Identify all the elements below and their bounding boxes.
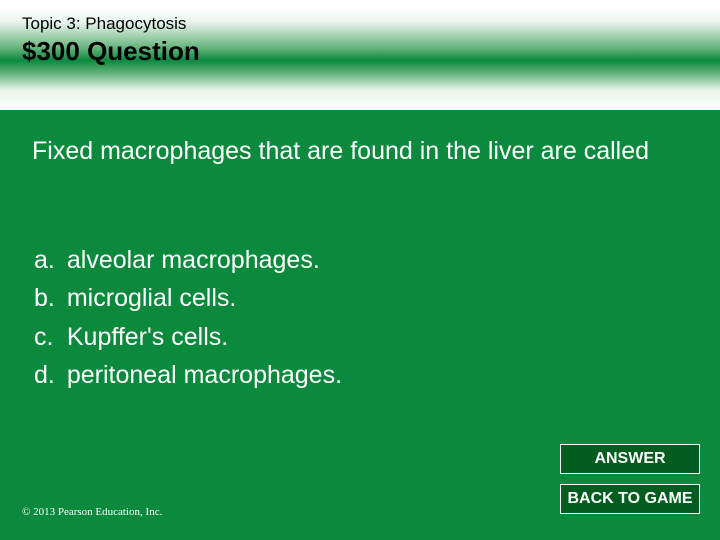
- option-letter: b.: [34, 280, 65, 316]
- back-to-game-button[interactable]: BACK TO GAME: [560, 484, 700, 514]
- option-letter: a.: [34, 242, 65, 278]
- copyright-text: © 2013 Pearson Education, Inc.: [22, 506, 162, 518]
- option-letter: d.: [34, 357, 65, 393]
- slide: Topic 3: Phagocytosis $300 Question Fixe…: [0, 0, 720, 540]
- option-text: microglial cells.: [67, 280, 342, 316]
- options-list: a. alveolar macrophages. b. microglial c…: [32, 240, 344, 395]
- option-b: b. microglial cells.: [34, 280, 342, 316]
- option-c: c. Kupffer's cells.: [34, 319, 342, 355]
- option-a: a. alveolar macrophages.: [34, 242, 342, 278]
- option-text: Kupffer's cells.: [67, 319, 342, 355]
- question-text: Fixed macrophages that are found in the …: [32, 136, 688, 167]
- question-title: $300 Question: [22, 36, 200, 67]
- topic-label: Topic 3: Phagocytosis: [22, 14, 186, 34]
- answer-button[interactable]: ANSWER: [560, 444, 700, 474]
- option-letter: c.: [34, 319, 65, 355]
- option-d: d. peritoneal macrophages.: [34, 357, 342, 393]
- option-text: peritoneal macrophages.: [67, 357, 342, 393]
- option-text: alveolar macrophages.: [67, 242, 342, 278]
